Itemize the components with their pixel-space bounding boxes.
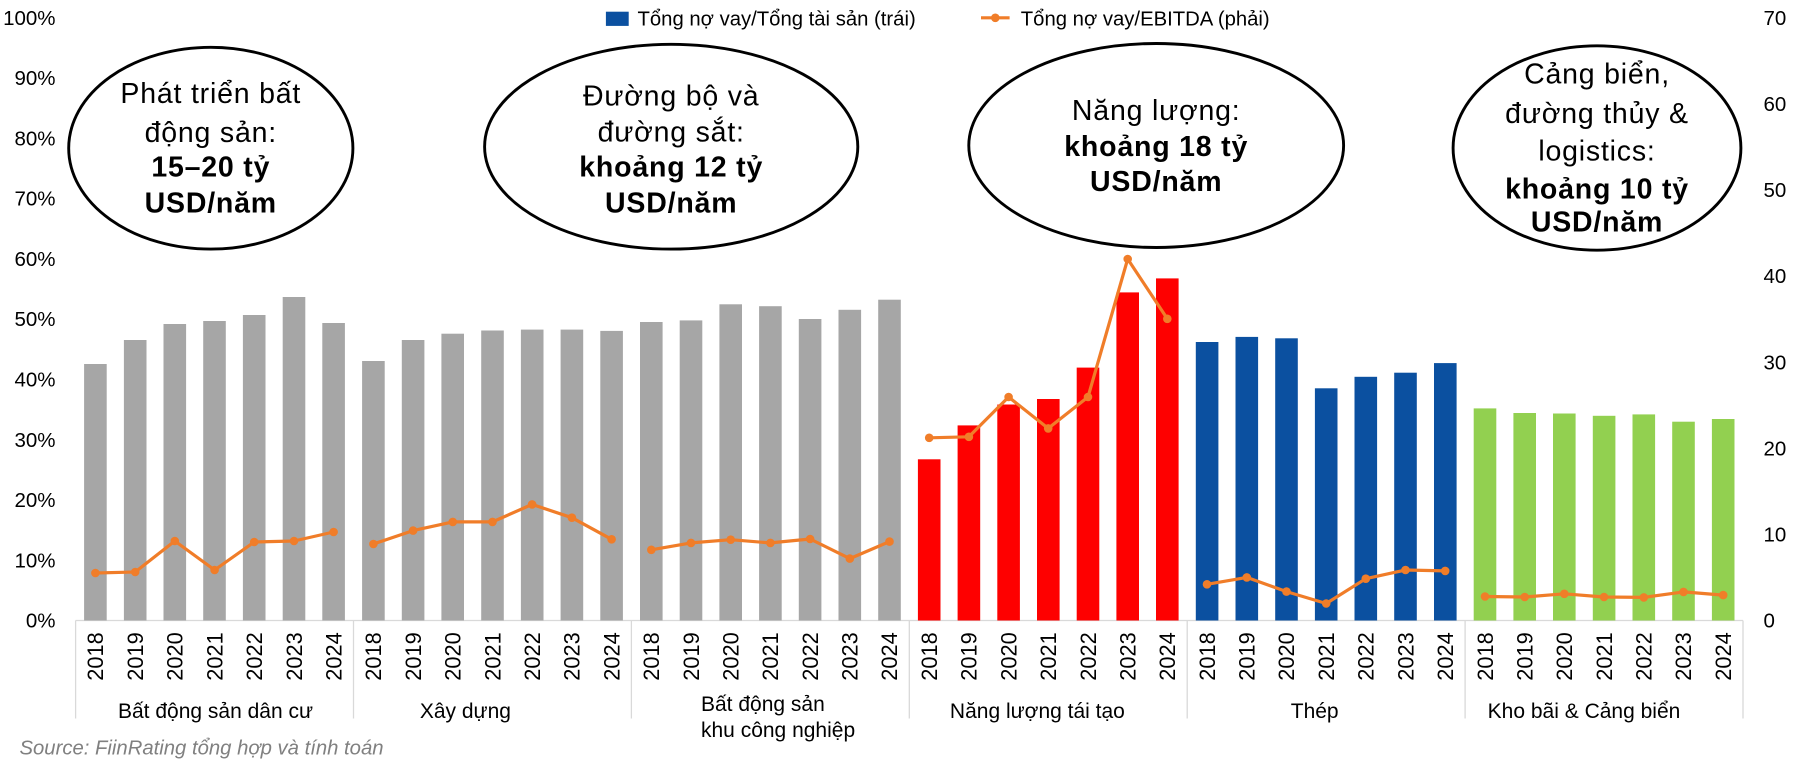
svg-text:2024: 2024: [321, 632, 346, 681]
svg-text:khoảng 12 tỷ: khoảng 12 tỷ: [579, 151, 763, 183]
svg-text:2018: 2018: [639, 632, 664, 681]
svg-text:20: 20: [1764, 437, 1787, 460]
svg-text:2022: 2022: [520, 632, 545, 681]
svg-text:2023: 2023: [1116, 632, 1141, 681]
svg-text:40: 40: [1764, 265, 1787, 288]
svg-text:2020: 2020: [996, 632, 1021, 681]
svg-text:2021: 2021: [480, 632, 505, 681]
svg-text:USD/năm: USD/năm: [145, 188, 277, 220]
svg-text:2021: 2021: [1314, 632, 1339, 681]
svg-text:USD/năm: USD/năm: [1531, 206, 1663, 238]
svg-text:0: 0: [1764, 610, 1775, 633]
svg-text:2022: 2022: [242, 632, 267, 681]
svg-text:15–20 tỷ: 15–20 tỷ: [151, 151, 270, 183]
svg-text:2020: 2020: [163, 632, 188, 681]
svg-text:Năng lượng:: Năng lượng:: [1072, 95, 1241, 127]
svg-text:60%: 60%: [14, 248, 55, 271]
svg-text:2021: 2021: [758, 632, 783, 681]
svg-text:Cảng biển,: Cảng biển,: [1524, 59, 1670, 91]
svg-text:60: 60: [1764, 93, 1787, 116]
svg-text:Bất động sản dân cư: Bất động sản dân cư: [118, 700, 313, 723]
svg-text:Kho bãi & Cảng biển: Kho bãi & Cảng biển: [1488, 700, 1681, 723]
svg-text:2020: 2020: [441, 632, 466, 681]
svg-text:Tổng nợ vay/Tổng tài sản (trái: Tổng nợ vay/Tổng tài sản (trái): [638, 9, 916, 31]
svg-text:2018: 2018: [1195, 632, 1220, 681]
svg-text:2020: 2020: [1552, 632, 1577, 681]
svg-text:khoảng 18 tỷ: khoảng 18 tỷ: [1064, 131, 1248, 163]
svg-text:2023: 2023: [838, 632, 863, 681]
svg-text:2023: 2023: [1671, 632, 1696, 681]
svg-text:50%: 50%: [14, 308, 55, 331]
svg-text:2020: 2020: [1274, 632, 1299, 681]
svg-text:2018: 2018: [1473, 632, 1498, 681]
svg-text:2024: 2024: [877, 632, 902, 681]
svg-text:50: 50: [1764, 179, 1787, 202]
svg-text:2021: 2021: [1036, 632, 1061, 681]
svg-text:Đường bộ và: Đường bộ và: [583, 81, 760, 113]
svg-text:2022: 2022: [798, 632, 823, 681]
svg-text:2024: 2024: [1711, 632, 1736, 681]
svg-text:Phát triển bất: Phát triển bất: [120, 78, 301, 110]
svg-text:10%: 10%: [14, 549, 55, 572]
svg-text:30%: 30%: [14, 429, 55, 452]
svg-text:động sản:: động sản:: [145, 117, 277, 149]
svg-text:USD/năm: USD/năm: [1090, 166, 1222, 198]
svg-text:40%: 40%: [14, 369, 55, 392]
svg-text:Tổng nợ vay/EBITDA (phải): Tổng nợ vay/EBITDA (phải): [1021, 9, 1270, 31]
svg-text:2023: 2023: [560, 632, 585, 681]
svg-text:Source: FiinRating tổng hợp và: Source: FiinRating tổng hợp và tính toán: [20, 737, 384, 759]
svg-text:đường thủy &: đường thủy &: [1505, 98, 1689, 130]
svg-text:2021: 2021: [1592, 632, 1617, 681]
svg-text:20%: 20%: [14, 489, 55, 512]
svg-text:2019: 2019: [1235, 632, 1260, 681]
svg-text:2018: 2018: [361, 632, 386, 681]
svg-text:0%: 0%: [26, 610, 56, 633]
svg-text:2024: 2024: [1155, 632, 1180, 681]
svg-text:logistics:: logistics:: [1538, 136, 1655, 168]
svg-text:Xây dựng: Xây dựng: [420, 700, 511, 723]
svg-text:2019: 2019: [1513, 632, 1538, 681]
svg-text:USD/năm: USD/năm: [605, 187, 737, 219]
svg-text:khu công nghiệp: khu công nghiệp: [701, 719, 855, 742]
svg-text:90%: 90%: [14, 67, 55, 90]
svg-text:2022: 2022: [1354, 632, 1379, 681]
svg-text:2024: 2024: [599, 632, 624, 681]
svg-text:2024: 2024: [1433, 632, 1458, 681]
svg-text:2018: 2018: [83, 632, 108, 681]
svg-text:2018: 2018: [917, 632, 942, 681]
svg-text:2020: 2020: [719, 632, 744, 681]
svg-text:2023: 2023: [1393, 632, 1418, 681]
svg-text:70%: 70%: [14, 188, 55, 211]
svg-text:70: 70: [1764, 7, 1787, 30]
svg-text:Thép: Thép: [1291, 700, 1339, 723]
svg-text:2019: 2019: [957, 632, 982, 681]
svg-text:2019: 2019: [401, 632, 426, 681]
svg-text:2019: 2019: [679, 632, 704, 681]
svg-text:Bất động sản: Bất động sản: [701, 693, 825, 716]
svg-text:100%: 100%: [3, 7, 55, 30]
svg-text:2021: 2021: [202, 632, 227, 681]
svg-text:2023: 2023: [282, 632, 307, 681]
svg-text:Năng lượng tái tạo: Năng lượng tái tạo: [950, 700, 1125, 723]
svg-text:2022: 2022: [1076, 632, 1101, 681]
svg-text:80%: 80%: [14, 127, 55, 150]
svg-text:2019: 2019: [123, 632, 148, 681]
svg-text:30: 30: [1764, 351, 1787, 374]
svg-text:đường sắt:: đường sắt:: [598, 117, 745, 149]
svg-text:10: 10: [1764, 524, 1787, 547]
svg-text:2022: 2022: [1632, 632, 1657, 681]
svg-text:khoảng 10 tỷ: khoảng 10 tỷ: [1505, 173, 1689, 205]
